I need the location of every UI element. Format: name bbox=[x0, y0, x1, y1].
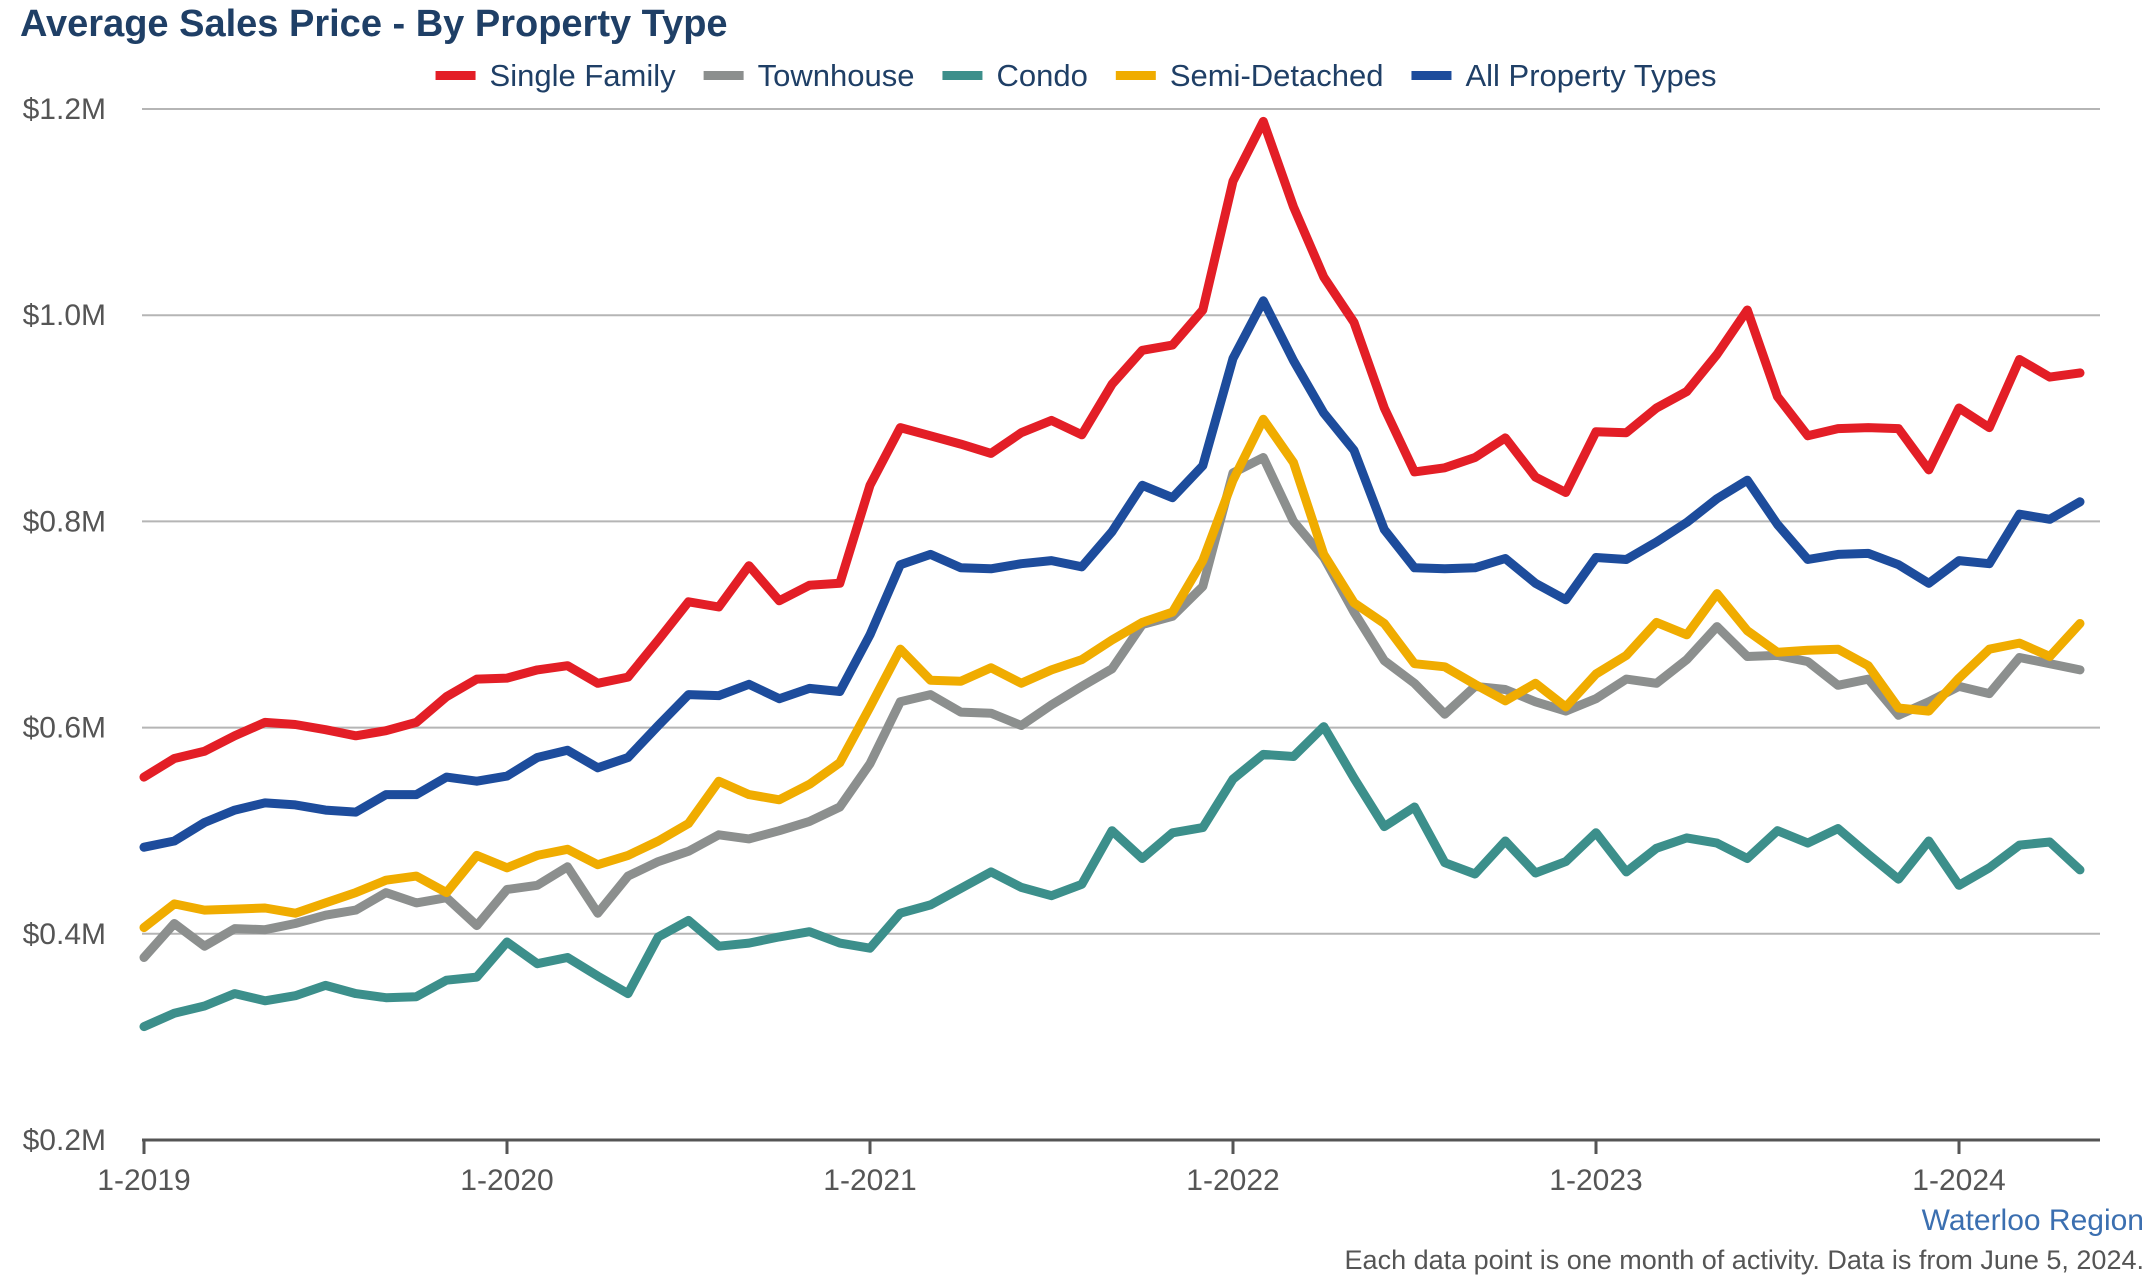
legend-label-single-family: Single Family bbox=[490, 58, 677, 93]
x-tick-label: 1-2021 bbox=[823, 1164, 916, 1197]
y-tick-label: $1.0M bbox=[23, 299, 106, 332]
y-tick-label: $0.6M bbox=[23, 712, 106, 745]
chart-title: Average Sales Price - By Property Type bbox=[20, 3, 728, 45]
y-tick-label: $0.8M bbox=[23, 505, 106, 538]
footnote: Each data point is one month of activity… bbox=[1345, 1245, 2144, 1275]
series-line-townhouse bbox=[139, 453, 2085, 962]
x-tick-label: 1-2023 bbox=[1549, 1164, 1642, 1197]
legend-swatch-all-property-types bbox=[1411, 71, 1452, 80]
legend-swatch-semi-detached bbox=[1115, 71, 1156, 80]
x-tick-label: 1-2020 bbox=[460, 1164, 553, 1197]
legend-label-condo: Condo bbox=[996, 58, 1087, 93]
legend-swatch-townhouse bbox=[703, 71, 744, 80]
y-axis-ticks: $0.2M $0.4M $0.6M $0.8M $1.0M $1.2M bbox=[23, 93, 106, 1157]
y-tick-label: $1.2M bbox=[23, 93, 106, 126]
series-line-condo bbox=[139, 722, 2085, 1032]
series-lines bbox=[139, 116, 2085, 1032]
legend-label-all-property-types: All Property Types bbox=[1465, 58, 1716, 93]
series-line-all-property-types bbox=[139, 296, 2085, 852]
legend-label-semi-detached: Semi-Detached bbox=[1170, 58, 1384, 93]
y-tick-label: $0.2M bbox=[23, 1124, 106, 1157]
legend: Single Family Townhouse Condo Semi-Detached… bbox=[435, 58, 1716, 93]
x-tick-label: 1-2024 bbox=[1912, 1164, 2005, 1197]
series-line-semi-detached bbox=[139, 414, 2085, 933]
region-label: Waterloo Region bbox=[1922, 1204, 2144, 1237]
legend-swatch-single-family bbox=[435, 71, 476, 80]
y-tick-label: $0.4M bbox=[23, 918, 106, 951]
x-tick-label: 1-2022 bbox=[1186, 1164, 1279, 1197]
x-axis: 1-2019 1-2020 1-2021 1-2022 1-2023 1-2024 bbox=[97, 1138, 2100, 1197]
legend-label-townhouse: Townhouse bbox=[758, 58, 915, 93]
series-line-single-family bbox=[139, 116, 2085, 782]
x-tick-label: 1-2019 bbox=[97, 1164, 190, 1197]
legend-swatch-condo bbox=[942, 71, 983, 80]
